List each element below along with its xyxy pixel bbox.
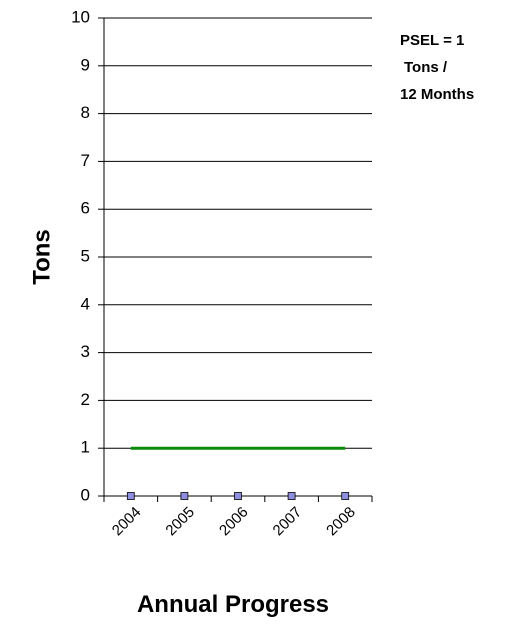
gridlines <box>104 17 372 449</box>
series-0-point <box>126 492 135 500</box>
annotation-line-2: Tons / <box>404 59 448 76</box>
y-tick-label: 5 <box>81 246 90 265</box>
y-tick-label: 6 <box>81 199 90 218</box>
x-tick-label: 2004 <box>109 504 145 540</box>
series-0-point <box>180 492 189 500</box>
series-0-point <box>287 492 296 500</box>
y-tick-label: 2 <box>81 390 90 409</box>
series-0-point <box>234 492 242 500</box>
y-axis-title: Tons <box>28 229 55 285</box>
x-axis-title: Annual Progress <box>137 591 329 618</box>
y-tick-label: 10 <box>71 7 90 26</box>
y-tick-label: 8 <box>81 103 90 122</box>
y-tick-label: 0 <box>81 485 90 504</box>
x-tick-label: 2008 <box>323 504 359 540</box>
x-ticks: 2004 2005 2006 2007 2008 <box>103 496 373 540</box>
y-tick-label: 1 <box>81 438 90 457</box>
annotation-line-1: PSEL = 1 <box>400 32 464 49</box>
y-tick-label: 3 <box>81 342 90 361</box>
series <box>126 446 350 500</box>
series-0-point <box>341 492 350 500</box>
y-tick-label: 4 <box>81 294 90 313</box>
x-tick-label: 2007 <box>270 504 306 540</box>
x-tick-label: 2005 <box>162 504 198 540</box>
annotation-line-3: 12 Months <box>400 86 474 103</box>
y-tick-label: 9 <box>81 55 90 74</box>
y-tick-label: 7 <box>81 151 90 170</box>
y-ticks: 0 1 2 3 4 5 6 7 8 9 10 <box>71 7 104 504</box>
x-tick-label: 2006 <box>216 504 252 540</box>
